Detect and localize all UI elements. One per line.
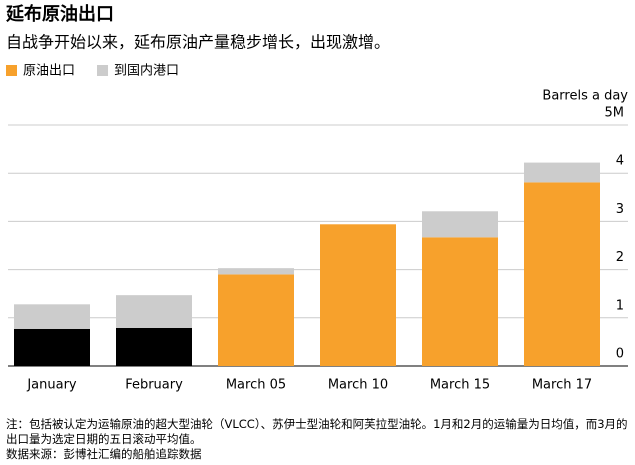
y-axis-label: Barrels a day — [542, 89, 628, 104]
legend-label: 到国内港口 — [114, 63, 179, 79]
bar-segment — [218, 274, 294, 366]
bar-segment — [116, 327, 192, 366]
note: 注：包括被认定为运输原油的超大型油轮（VLCC）、苏伊士型油轮和阿芙拉型油轮。1… — [6, 417, 628, 446]
x-tick-label: February — [125, 378, 183, 393]
chart: 延布原油出口 自战争开始以来，延布原油产量稳步增长，出现激增。 Barrels … — [5, 3, 628, 393]
x-tick-label: January — [26, 378, 77, 393]
bar-segment — [524, 182, 600, 366]
y-tick-label: 5M — [605, 106, 625, 121]
x-tick-label: March 17 — [532, 378, 592, 393]
legend-label: 原油出口 — [23, 64, 75, 79]
chart-subtitle: 自战争开始以来，延布原油产量稳步增长，出现激增。 — [6, 33, 390, 52]
bar-segment — [116, 295, 192, 328]
legend-swatch — [97, 65, 109, 76]
x-tick-label: March 05 — [226, 378, 286, 393]
y-tick-label: 4 — [616, 154, 624, 169]
bar-segment — [320, 224, 396, 366]
bar-segment — [14, 328, 90, 366]
bar-segment — [422, 237, 498, 366]
bar-segment — [218, 268, 294, 275]
y-tick-label: 3 — [616, 202, 624, 217]
bar-segment — [524, 162, 600, 183]
source: 数据来源：彭博社汇编的船舶追踪数据 — [6, 447, 202, 461]
bar-segment — [14, 304, 90, 329]
x-tick-label: March 10 — [328, 378, 388, 393]
legend-swatch — [6, 65, 17, 76]
y-tick-label: 1 — [616, 298, 624, 313]
bar-segment — [422, 211, 498, 238]
y-tick-label: 2 — [616, 250, 624, 265]
x-tick-label: March 15 — [430, 378, 490, 393]
y-tick-label: 0 — [616, 347, 624, 362]
chart-title: 延布原油出口 — [5, 3, 114, 25]
